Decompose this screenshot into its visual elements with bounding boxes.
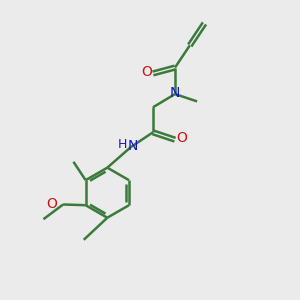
- Text: O: O: [141, 65, 152, 79]
- Text: O: O: [46, 197, 57, 212]
- Text: H: H: [117, 138, 127, 151]
- Text: N: N: [127, 140, 137, 154]
- Text: O: O: [176, 131, 187, 145]
- Text: N: N: [170, 86, 180, 100]
